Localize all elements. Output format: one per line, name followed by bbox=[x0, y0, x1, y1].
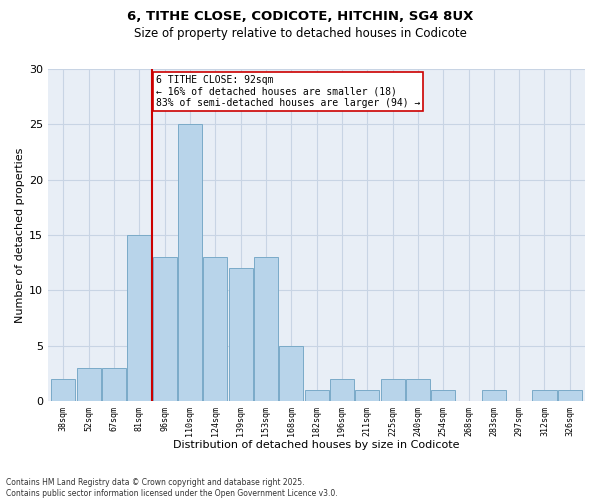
Bar bbox=[330, 379, 354, 401]
Y-axis label: Number of detached properties: Number of detached properties bbox=[15, 148, 25, 322]
Text: 6 TITHE CLOSE: 92sqm
← 16% of detached houses are smaller (18)
83% of semi-detac: 6 TITHE CLOSE: 92sqm ← 16% of detached h… bbox=[156, 74, 420, 108]
Text: 6, TITHE CLOSE, CODICOTE, HITCHIN, SG4 8UX: 6, TITHE CLOSE, CODICOTE, HITCHIN, SG4 8… bbox=[127, 10, 473, 23]
Bar bbox=[355, 390, 379, 401]
Bar bbox=[254, 257, 278, 401]
Bar bbox=[482, 390, 506, 401]
Bar bbox=[152, 257, 176, 401]
Bar bbox=[203, 257, 227, 401]
Text: Contains HM Land Registry data © Crown copyright and database right 2025.
Contai: Contains HM Land Registry data © Crown c… bbox=[6, 478, 338, 498]
Bar bbox=[431, 390, 455, 401]
Bar bbox=[532, 390, 557, 401]
Bar bbox=[279, 346, 303, 401]
Bar bbox=[102, 368, 126, 401]
Bar bbox=[380, 379, 404, 401]
Bar bbox=[178, 124, 202, 401]
Bar bbox=[77, 368, 101, 401]
X-axis label: Distribution of detached houses by size in Codicote: Distribution of detached houses by size … bbox=[173, 440, 460, 450]
Bar bbox=[558, 390, 582, 401]
Bar bbox=[52, 379, 76, 401]
Bar bbox=[229, 268, 253, 401]
Text: Size of property relative to detached houses in Codicote: Size of property relative to detached ho… bbox=[134, 28, 466, 40]
Bar bbox=[406, 379, 430, 401]
Bar bbox=[305, 390, 329, 401]
Bar bbox=[127, 235, 151, 401]
